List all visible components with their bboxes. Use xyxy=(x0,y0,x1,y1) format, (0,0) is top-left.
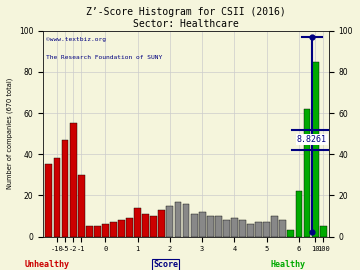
Bar xyxy=(271,216,278,237)
Bar xyxy=(166,206,173,237)
Bar xyxy=(86,226,93,237)
Bar xyxy=(191,214,198,237)
Bar xyxy=(45,164,52,237)
Bar xyxy=(126,218,133,237)
Text: Unhealthy: Unhealthy xyxy=(24,260,69,269)
Bar xyxy=(175,201,181,237)
Bar xyxy=(296,191,302,237)
Bar xyxy=(94,226,101,237)
Bar xyxy=(134,208,141,237)
Bar xyxy=(279,220,286,237)
Bar xyxy=(207,216,214,237)
Bar xyxy=(247,224,254,237)
Bar xyxy=(263,222,270,237)
Text: Healthy: Healthy xyxy=(270,260,306,269)
Bar xyxy=(142,214,149,237)
Text: ©www.textbiz.org: ©www.textbiz.org xyxy=(46,37,106,42)
Bar xyxy=(303,109,310,237)
Bar xyxy=(78,175,85,237)
Bar xyxy=(69,123,77,237)
Y-axis label: Number of companies (670 total): Number of companies (670 total) xyxy=(7,78,13,189)
Text: 8.8261: 8.8261 xyxy=(297,135,327,144)
Bar xyxy=(102,224,109,237)
Bar xyxy=(320,226,327,237)
Bar xyxy=(215,216,222,237)
Bar xyxy=(255,222,262,237)
Bar xyxy=(183,204,189,237)
Text: Score: Score xyxy=(153,260,178,269)
Bar xyxy=(312,62,319,237)
Title: Z’-Score Histogram for CSII (2016)
Sector: Healthcare: Z’-Score Histogram for CSII (2016) Secto… xyxy=(86,7,286,29)
Bar xyxy=(288,230,294,237)
Bar xyxy=(199,212,206,237)
Bar xyxy=(110,222,117,237)
Bar xyxy=(231,218,238,237)
Bar xyxy=(239,220,246,237)
Bar xyxy=(62,140,68,237)
Bar xyxy=(223,220,230,237)
Text: The Research Foundation of SUNY: The Research Foundation of SUNY xyxy=(46,55,162,60)
Bar xyxy=(118,220,125,237)
Bar xyxy=(158,210,165,237)
Bar xyxy=(150,216,157,237)
Bar xyxy=(54,158,60,237)
